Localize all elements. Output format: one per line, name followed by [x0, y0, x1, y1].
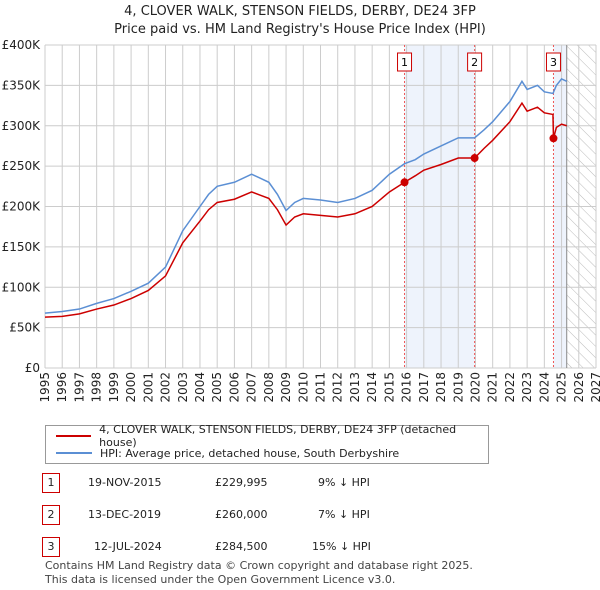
sale-price: £260,000	[215, 508, 268, 521]
sale-marker-badge	[545, 52, 561, 72]
sale-marker-number: 3	[550, 56, 557, 69]
x-tick-label: 2013	[348, 372, 362, 403]
x-tick-label: 2011	[314, 372, 328, 403]
x-tick-label: 2023	[520, 372, 534, 403]
y-tick-label: £0	[25, 361, 40, 375]
x-tick-label: 2004	[193, 372, 207, 403]
x-tick-label: 2026	[572, 372, 586, 403]
legend-item-property: 4, CLOVER WALK, STENSON FIELDS, DERBY, D…	[56, 423, 488, 449]
x-tick-label: 2005	[210, 372, 224, 403]
chart-title: 4, CLOVER WALK, STENSON FIELDS, DERBY, D…	[124, 4, 476, 19]
x-tick-label: 2006	[227, 372, 241, 403]
sale-marker-badge	[397, 52, 413, 72]
y-tick-label: £300K	[2, 119, 42, 133]
footer-copyright: Contains HM Land Registry data © Crown c…	[45, 559, 473, 572]
sale-point	[400, 178, 409, 187]
sale-hpi-diff: 15% ↓ HPI	[312, 540, 371, 553]
sale-price: £284,500	[215, 540, 268, 553]
sale-number-badge: 3	[42, 537, 60, 557]
x-tick-label: 2001	[141, 372, 155, 403]
x-tick-label: 1997	[72, 372, 86, 403]
sale-marker-badge	[467, 52, 483, 72]
y-tick-label: £100K	[2, 280, 42, 294]
footer-licence: This data is licensed under the Open Gov…	[45, 573, 396, 586]
sale-row: 3 12-JUL-2024 £284,500 15% ↓ HPI	[0, 537, 600, 557]
sale-marker-number: 2	[471, 56, 478, 69]
x-tick-label: 2019	[451, 372, 465, 403]
x-tick-label: 2020	[468, 372, 482, 403]
x-tick-label: 1998	[90, 372, 104, 403]
x-tick-label: 2025	[555, 372, 569, 403]
sale-row: 1 19-NOV-2015 £229,995 9% ↓ HPI	[0, 473, 600, 493]
hpi-line	[44, 77, 568, 314]
sale-date: 19-NOV-2015	[88, 476, 162, 489]
sale-marker-number: 1	[401, 56, 408, 69]
x-tick-label: 1995	[38, 372, 52, 403]
x-tick-label: 2000	[124, 372, 138, 403]
x-tick-label: 2003	[176, 372, 190, 403]
y-tick-label: £50K	[9, 321, 41, 335]
y-tick-label: £250K	[2, 159, 42, 173]
x-tick-label: 2009	[279, 372, 293, 403]
x-tick-label: 2012	[331, 372, 345, 403]
sale-point	[470, 154, 479, 163]
sale-date: 13-DEC-2019	[88, 508, 162, 521]
x-tick-label: 2010	[296, 372, 310, 403]
price-paid-line	[44, 101, 567, 318]
legend: 4, CLOVER WALK, STENSON FIELDS, DERBY, D…	[45, 423, 489, 464]
sale-number-badge: 1	[42, 473, 60, 493]
sale-date: 12-JUL-2024	[94, 540, 162, 553]
y-tick-label: £350K	[2, 78, 42, 92]
price-chart: 1995 1996 1997 1998 1999 2000 2001 2002 2003 2004…	[2, 38, 600, 403]
legend-label: 4, CLOVER WALK, STENSON FIELDS, DERBY, D…	[99, 423, 457, 449]
legend-item-hpi: HPI: Average price, detached house, Sout…	[56, 445, 399, 461]
sale-hpi-diff: 9% ↓ HPI	[318, 476, 370, 489]
legend-label: HPI: Average price, detached house, Sout…	[100, 446, 400, 460]
x-tick-label: 2008	[262, 372, 276, 403]
x-tick-label: 2017	[417, 372, 431, 403]
sale-point	[549, 134, 558, 143]
x-tick-label: 1999	[107, 372, 121, 403]
y-tick-label: £150K	[2, 240, 42, 254]
x-tick-label: 2014	[365, 372, 379, 403]
x-tick-label: 2002	[159, 372, 173, 403]
x-tick-label: 2015	[382, 372, 396, 403]
x-tick-label: 2024	[537, 372, 551, 403]
x-tick-label: 2016	[400, 372, 414, 403]
y-tick-label: £400K	[2, 38, 42, 52]
chart-subtitle: Price paid vs. HM Land Registry's House …	[114, 22, 486, 37]
x-tick-label: 2027	[589, 372, 600, 403]
x-tick-label: 2007	[245, 372, 259, 403]
sale-price: £229,995	[215, 476, 268, 489]
sale-number-badge: 2	[42, 505, 60, 525]
y-tick-label: £200K	[2, 200, 42, 214]
sale-row: 2 13-DEC-2019 £260,000 7% ↓ HPI	[0, 505, 600, 525]
sale-hpi-diff: 7% ↓ HPI	[318, 508, 370, 521]
x-tick-label: 2018	[434, 372, 448, 403]
x-tick-label: 1996	[55, 372, 69, 403]
x-tick-label: 2021	[486, 372, 500, 403]
x-tick-label: 2022	[503, 372, 517, 403]
